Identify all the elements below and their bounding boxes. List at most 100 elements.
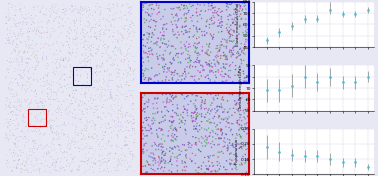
Point bbox=[169, 62, 175, 65]
Point bbox=[6, 71, 12, 74]
Point bbox=[25, 31, 31, 34]
Point bbox=[90, 55, 96, 58]
Point bbox=[155, 136, 161, 139]
Point bbox=[191, 34, 197, 37]
Point bbox=[232, 64, 239, 67]
Point bbox=[222, 141, 228, 144]
Point bbox=[223, 8, 229, 11]
Point bbox=[198, 127, 204, 129]
Point bbox=[129, 104, 135, 107]
Point bbox=[141, 107, 147, 110]
Point bbox=[14, 108, 20, 111]
Point bbox=[237, 135, 243, 138]
Point bbox=[119, 77, 125, 80]
Point bbox=[117, 125, 123, 128]
Point bbox=[205, 53, 211, 56]
Point bbox=[219, 43, 225, 46]
Point bbox=[37, 171, 43, 174]
Point bbox=[14, 117, 20, 120]
Point bbox=[161, 68, 167, 71]
Point bbox=[36, 144, 42, 147]
Point bbox=[70, 9, 76, 12]
Point bbox=[237, 127, 243, 130]
Point bbox=[167, 157, 174, 160]
Point bbox=[128, 26, 134, 29]
Point bbox=[140, 57, 146, 59]
Point bbox=[243, 158, 249, 161]
Point bbox=[140, 1, 146, 4]
Point bbox=[172, 71, 178, 74]
Point bbox=[19, 60, 25, 63]
Point bbox=[75, 165, 81, 168]
Point bbox=[51, 143, 57, 146]
Point bbox=[147, 53, 153, 56]
Point bbox=[112, 46, 118, 49]
Point bbox=[289, 153, 295, 156]
Point bbox=[40, 106, 46, 109]
Point bbox=[31, 140, 37, 142]
Point bbox=[240, 31, 246, 34]
Point bbox=[168, 7, 174, 10]
Point bbox=[112, 119, 118, 122]
Point bbox=[150, 164, 156, 166]
Point bbox=[40, 155, 46, 158]
Point bbox=[183, 133, 189, 135]
Point bbox=[7, 81, 13, 83]
Point bbox=[234, 132, 240, 135]
Point bbox=[45, 19, 51, 22]
Point bbox=[36, 30, 42, 33]
Point bbox=[87, 50, 93, 52]
Point bbox=[218, 130, 224, 133]
Point bbox=[195, 148, 201, 151]
Point bbox=[34, 148, 40, 151]
Point bbox=[219, 80, 225, 83]
Point bbox=[50, 162, 56, 165]
Point bbox=[149, 144, 155, 147]
Point bbox=[57, 58, 64, 61]
Point bbox=[215, 170, 221, 172]
Point bbox=[49, 27, 55, 30]
Point bbox=[123, 169, 129, 171]
Point bbox=[141, 143, 147, 146]
Point bbox=[236, 33, 242, 35]
Point bbox=[42, 112, 48, 115]
Point bbox=[183, 31, 189, 34]
Point bbox=[36, 167, 42, 170]
Point bbox=[155, 167, 161, 170]
Point bbox=[6, 106, 12, 109]
Point bbox=[126, 129, 132, 132]
Point bbox=[32, 142, 38, 145]
Point bbox=[91, 114, 97, 117]
Point bbox=[80, 6, 86, 9]
Point bbox=[191, 79, 197, 81]
Point bbox=[5, 38, 11, 40]
Point bbox=[94, 136, 100, 138]
Point bbox=[224, 23, 230, 26]
Point bbox=[170, 139, 176, 142]
Point bbox=[170, 148, 176, 150]
Point bbox=[228, 172, 234, 175]
Point bbox=[240, 109, 246, 112]
Point bbox=[179, 74, 185, 77]
Point bbox=[128, 12, 134, 15]
Point bbox=[22, 91, 28, 93]
Point bbox=[71, 42, 77, 45]
Point bbox=[228, 28, 234, 31]
Point bbox=[22, 40, 28, 43]
Point bbox=[82, 35, 88, 38]
Point bbox=[150, 53, 156, 56]
Point bbox=[236, 93, 242, 95]
Point bbox=[57, 61, 63, 64]
Point bbox=[79, 104, 85, 107]
Point bbox=[174, 130, 180, 133]
Point bbox=[163, 159, 169, 162]
Point bbox=[130, 153, 136, 156]
Point bbox=[57, 25, 64, 27]
Point bbox=[198, 150, 204, 153]
Point bbox=[107, 79, 113, 81]
Point bbox=[231, 49, 237, 52]
Point bbox=[233, 154, 239, 157]
Point bbox=[70, 140, 76, 143]
Point bbox=[231, 45, 237, 48]
Point bbox=[39, 144, 45, 147]
